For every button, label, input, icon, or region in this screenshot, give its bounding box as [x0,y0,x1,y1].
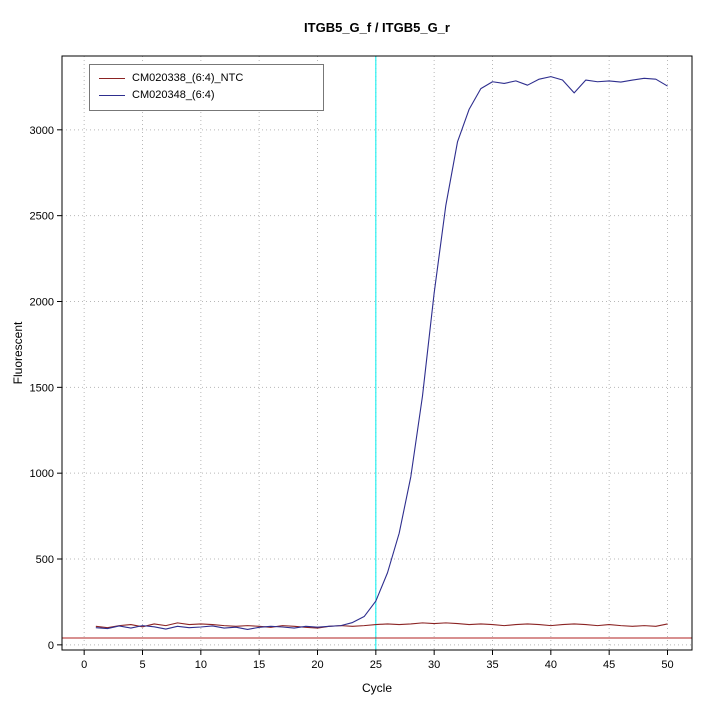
svg-text:45: 45 [603,659,615,671]
gridlines [62,56,692,650]
svg-text:35: 35 [486,659,498,671]
legend-item-ntc: CM020338_(6:4)_NTC [99,70,313,87]
legend-line-swatch-sample [99,94,125,97]
series-line-1 [95,76,668,630]
legend-label-sample: CM020348_(6:4) [132,89,215,101]
svg-text:25: 25 [370,659,382,671]
svg-text:30: 30 [428,659,440,671]
legend-line-swatch-ntc [99,77,125,80]
svg-text:5: 5 [139,659,145,671]
svg-text:500: 500 [36,554,54,566]
svg-text:1000: 1000 [30,468,54,480]
svg-text:10: 10 [195,659,207,671]
legend-label-ntc: CM020338_(6:4)_NTC [132,72,244,84]
series-lines [95,76,668,630]
legend-item-sample: CM020348_(6:4) [99,87,313,104]
svg-text:0: 0 [48,640,54,652]
svg-text:0: 0 [81,659,87,671]
svg-text:15: 15 [253,659,265,671]
svg-text:2500: 2500 [30,211,54,223]
series-line-0 [95,622,668,629]
svg-text:2000: 2000 [30,296,54,308]
svg-text:3000: 3000 [30,125,54,137]
axis-ticks [57,129,668,655]
axis-tick-labels: 0 5 10 15 20 25 30 35 40 45 5005001000150020002500… [30,125,674,671]
svg-text:40: 40 [545,659,557,671]
x-axis-label: Cycle [361,681,392,695]
svg-text:20: 20 [311,659,323,671]
y-axis-label: Fluorescent [11,321,25,385]
chart-title: ITGB5_G_f / ITGB5_G_r [304,20,450,35]
legend: CM020338_(6:4)_NTC CM020348_(6:4) [89,64,324,111]
plot-border [61,55,693,651]
svg-text:1500: 1500 [30,382,54,394]
svg-text:50: 50 [661,659,673,671]
